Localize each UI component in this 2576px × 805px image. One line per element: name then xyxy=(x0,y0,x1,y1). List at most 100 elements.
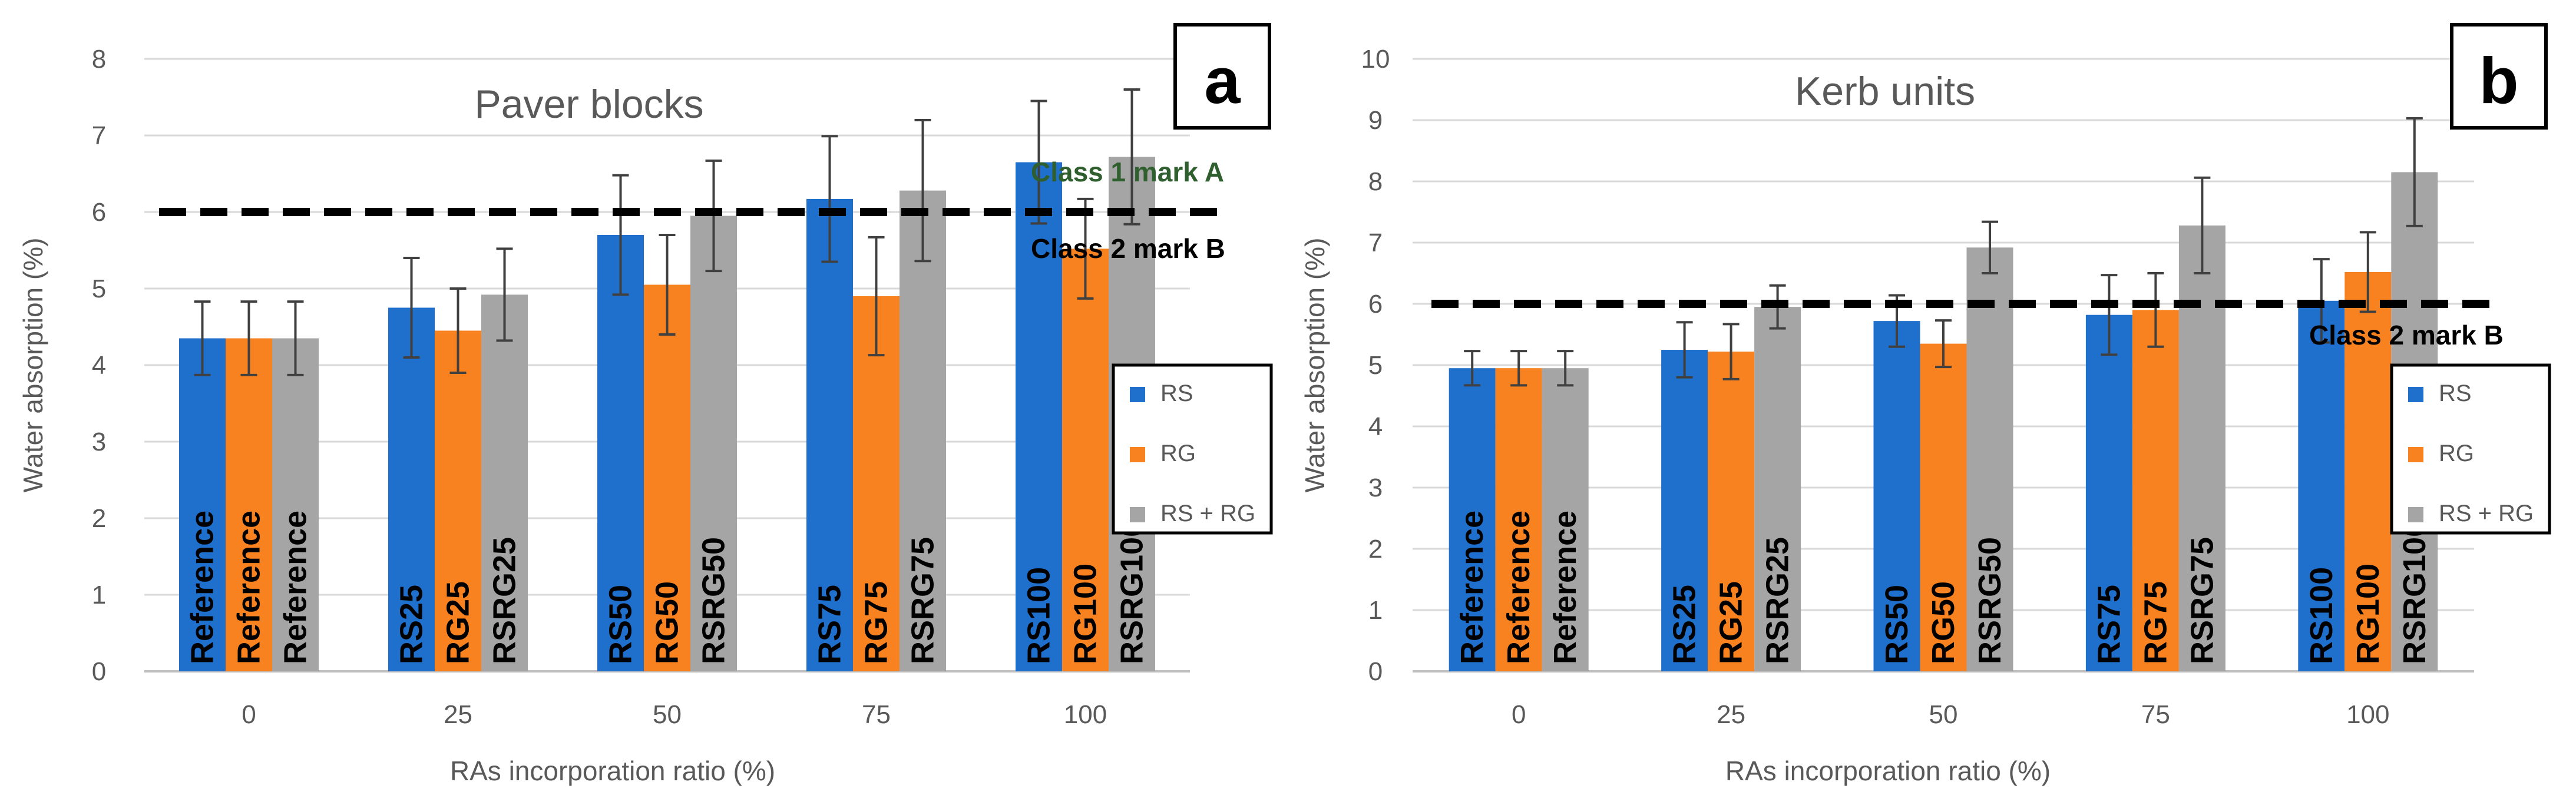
y-tick-label: 5 xyxy=(92,274,106,303)
y-tick-label: 10 xyxy=(1361,45,1390,74)
y-tick-label: 0 xyxy=(92,657,106,686)
bar-data-label: RS50 xyxy=(1879,585,1914,664)
y-axis-title: Water absorption (%) xyxy=(18,238,48,493)
bar-data-label: RG25 xyxy=(1714,581,1749,664)
y-tick-label: 5 xyxy=(1368,351,1383,380)
y-axis-title: Water absorption (%) xyxy=(1299,238,1330,493)
y-tick-label: 9 xyxy=(1368,106,1383,135)
bar-data-label: RG50 xyxy=(1926,581,1961,664)
bar-data-label: RS75 xyxy=(2091,585,2127,664)
bar-rs xyxy=(1873,321,1920,671)
bar-data-label: Reference xyxy=(1501,511,1536,664)
y-tick-label: 1 xyxy=(92,581,106,609)
bar-data-label: Reference xyxy=(1547,511,1583,664)
threshold-label: Class 2 mark B xyxy=(1031,233,1225,264)
bar-data-label: RS100 xyxy=(2304,567,2339,664)
bar-rg xyxy=(1495,368,1542,671)
bar-data-label: RSRG25 xyxy=(487,537,523,664)
panel-a-label-box: a xyxy=(1173,23,1271,130)
bar-rg xyxy=(1062,249,1109,671)
legend-swatch-rs xyxy=(2408,387,2423,402)
bar-data-label: RSRG50 xyxy=(1972,537,2008,664)
bar-rg xyxy=(853,296,900,671)
x-tick-label: 25 xyxy=(1717,700,1745,729)
bar-data-label: RSRG50 xyxy=(696,537,732,664)
bar-rs xyxy=(1016,162,1062,671)
bar-data-label: RG100 xyxy=(1068,564,1103,664)
bar-data-label: RG75 xyxy=(2138,581,2173,664)
bar-rs xyxy=(1449,368,1496,671)
legend-label: RG xyxy=(1160,440,1196,466)
x-tick-label: 75 xyxy=(2141,700,2170,729)
y-tick-label: 6 xyxy=(92,198,106,227)
threshold-label: Class 2 mark B xyxy=(2309,320,2504,350)
bar-rs xyxy=(388,307,435,671)
bar-data-label: RS25 xyxy=(1667,585,1702,664)
x-axis-title: RAs incorporation ratio (%) xyxy=(450,756,775,786)
bar-rsrg xyxy=(481,294,528,671)
y-tick-label: 7 xyxy=(92,121,106,150)
bar-data-label: RS25 xyxy=(394,585,429,664)
bar-rsrg xyxy=(1542,368,1589,671)
bar-rsrg xyxy=(1966,247,2013,671)
bar-data-label: RS100 xyxy=(1021,567,1057,664)
y-tick-label: 1 xyxy=(1368,596,1383,625)
x-tick-label: 0 xyxy=(242,700,256,729)
y-tick-label: 2 xyxy=(92,504,106,533)
bar-data-label: RG75 xyxy=(859,581,894,664)
bar-rg xyxy=(644,284,690,671)
legend-swatch-rsrg xyxy=(2408,507,2423,522)
x-tick-label: 50 xyxy=(1929,700,1958,729)
bar-rs xyxy=(1661,350,1708,671)
legend-label: RS xyxy=(1160,380,1193,406)
bar-data-label: RG100 xyxy=(2350,564,2386,664)
bar-rsrg xyxy=(272,338,319,671)
bar-data-label: RG25 xyxy=(441,581,476,664)
bar-data-label: Reference xyxy=(278,511,313,664)
panel-b-chart: 0 1 2 3 4 5 6 7 8 9 10 Water absorption (%) RAs inco… xyxy=(1299,45,2551,786)
x-tick-label: 100 xyxy=(2346,700,2389,729)
x-tick-label: 0 xyxy=(1512,700,1526,729)
y-tick-label: 6 xyxy=(1368,290,1383,319)
bar-data-label: RS50 xyxy=(603,585,639,664)
bar-data-label: RSRG100 xyxy=(2397,519,2432,664)
panel-b-label-box: b xyxy=(2450,23,2548,130)
threshold-label: Class 1 mark A xyxy=(1031,157,1224,187)
legend-swatch-rg xyxy=(1130,447,1145,462)
bar-rg xyxy=(2344,271,2392,671)
y-tick-label: 8 xyxy=(1368,167,1383,196)
x-tick-label: 25 xyxy=(444,700,472,729)
x-tick-label: 100 xyxy=(1064,700,1107,729)
bar-data-label: Reference xyxy=(185,511,220,664)
bar-rsrg xyxy=(690,216,737,671)
legend-swatch-rg xyxy=(2408,447,2423,462)
legend-label: RG xyxy=(2439,440,2474,466)
bar-data-label: RSRG25 xyxy=(1760,537,1795,664)
bar-data-label: Reference xyxy=(232,511,267,664)
bar-rg xyxy=(435,330,481,671)
legend-label: RS xyxy=(2439,380,2472,406)
y-tick-label: 7 xyxy=(1368,228,1383,257)
bar-rs xyxy=(179,338,226,671)
legend-label: RS + RG xyxy=(1160,501,1255,526)
bar-data-label: RSRG75 xyxy=(905,537,941,664)
bar-rs xyxy=(2085,314,2132,671)
y-tick-label: 3 xyxy=(1368,473,1383,502)
bar-rg xyxy=(1920,343,1967,671)
bar-rsrg xyxy=(900,190,946,672)
y-tick-label: 8 xyxy=(92,45,106,74)
chart-title: Paver blocks xyxy=(474,82,703,127)
bar-rs xyxy=(597,235,644,671)
legend-label: RS + RG xyxy=(2439,501,2534,526)
bar-rs xyxy=(2298,300,2345,671)
chart-title: Kerb units xyxy=(1795,69,1975,114)
bar-rg xyxy=(226,338,272,671)
x-tick-label: 75 xyxy=(862,700,891,729)
y-tick-label: 2 xyxy=(1368,535,1383,564)
bar-data-label: Reference xyxy=(1454,511,1490,664)
bar-data-label: RS75 xyxy=(812,585,848,664)
y-tick-label: 0 xyxy=(1368,657,1383,686)
x-axis-title: RAs incorporation ratio (%) xyxy=(1725,756,2051,786)
panel-a-letter: a xyxy=(1204,45,1241,117)
